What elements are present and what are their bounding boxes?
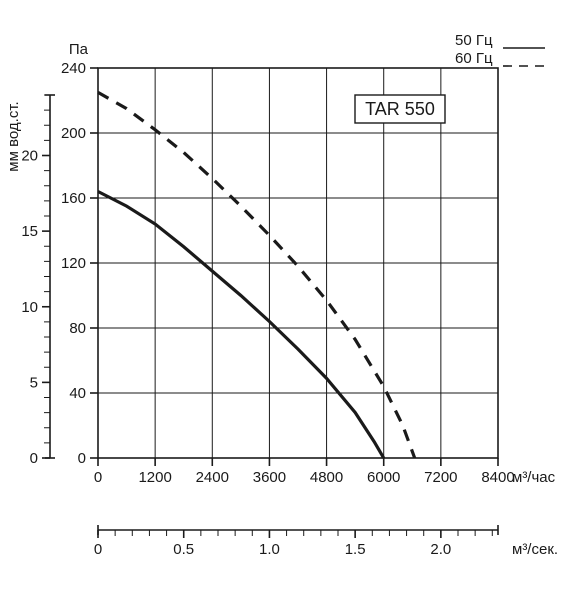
y1-tick-label: 80 [69, 320, 86, 337]
y2-tick-label: 5 [30, 374, 38, 391]
x1-tick-label: 0 [94, 469, 102, 486]
y2-unit-label: мм вод.ст. [5, 101, 22, 171]
y1-tick-label: 40 [69, 385, 86, 402]
y1-tick-label: 160 [61, 190, 86, 207]
fan-curve-chart: 04080120160200240Па012002400360048006000… [0, 0, 568, 589]
y1-unit-label: Па [69, 41, 89, 58]
x1-tick-label: 4800 [310, 469, 343, 486]
x1-tick-label: 1200 [138, 469, 171, 486]
x1-tick-label: 8400 [481, 469, 514, 486]
legend-60hz-label: 60 Гц [455, 50, 493, 67]
series-50-Гц [98, 192, 384, 459]
y1-tick-label: 120 [61, 255, 86, 272]
series-60-Гц [98, 92, 415, 458]
y2-tick-label: 0 [30, 450, 38, 467]
y1-tick-label: 240 [61, 60, 86, 77]
y1-tick-label: 0 [78, 450, 86, 467]
x2-tick-label: 2.0 [430, 541, 451, 558]
product-label: TAR 550 [365, 99, 435, 119]
x1-tick-label: 3600 [253, 469, 286, 486]
y1-tick-label: 200 [61, 125, 86, 142]
x2-unit-label: м³/сек. [512, 541, 558, 558]
x2-tick-label: 0 [94, 541, 102, 558]
x2-tick-label: 0.5 [173, 541, 194, 558]
y2-tick-label: 10 [21, 299, 38, 316]
legend-50hz-label: 50 Гц [455, 32, 493, 49]
x1-tick-label: 2400 [196, 469, 229, 486]
y2-tick-label: 15 [21, 223, 38, 240]
y2-tick-label: 20 [21, 148, 38, 165]
x1-tick-label: 6000 [367, 469, 400, 486]
x1-unit-label: м³/час [512, 469, 556, 486]
x1-tick-label: 7200 [424, 469, 457, 486]
x2-tick-label: 1.5 [345, 541, 366, 558]
x2-tick-label: 1.0 [259, 541, 280, 558]
